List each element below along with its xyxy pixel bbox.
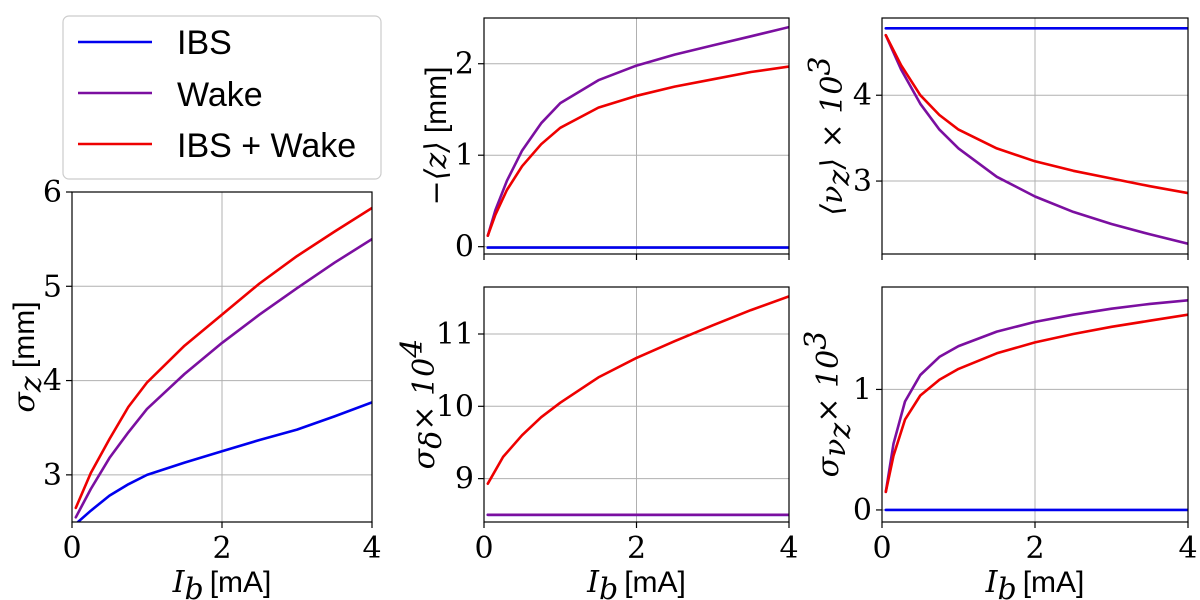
- y-tick-label: 10: [436, 389, 474, 424]
- y-tick-label: 9: [455, 462, 474, 497]
- y-tick-label: 4: [43, 364, 62, 399]
- y-tick-label: 0: [853, 493, 872, 528]
- x-tick-label: 2: [627, 531, 646, 566]
- x-tick-label: 0: [872, 531, 891, 566]
- legend-label-ibs-wake: IBS + Wake: [177, 127, 356, 165]
- panel-sigma-z: 0 2 4 3 4 5 6 Ib [mA] σz [mm]: [7, 175, 382, 600]
- x-tick-label: 4: [1178, 531, 1197, 566]
- y-tick-label: 11: [436, 317, 474, 352]
- panel-sigma-delta: 0 2 4 9 10 11 Ib [mA] σδ × 104: [395, 286, 799, 600]
- panel-sigma-nu: 0 2 4 0 1 Ib [mA] σνz × 103: [799, 286, 1198, 600]
- x-axis-label: Ib [mA]: [172, 565, 272, 600]
- series-line-ibs-wake: [884, 33, 1188, 195]
- y-tick-label: 4: [853, 78, 872, 113]
- y-axis-label: ⟨νz ⟩ × 103: [803, 56, 857, 215]
- panel-mean-nu: 3 4⟨νz ⟩ × 103: [803, 17, 1189, 260]
- y-tick-label: 6: [43, 175, 62, 210]
- y-tick-label: 3: [43, 458, 62, 493]
- y-tick-label: 1: [853, 372, 872, 407]
- x-tick-label: 0: [474, 531, 493, 566]
- y-axis-label: σδ × 104: [395, 339, 449, 470]
- legend-label-wake: Wake: [177, 76, 263, 114]
- series-line-wake: [884, 33, 1188, 245]
- y-tick-label: 0: [455, 230, 474, 265]
- series-line-wake: [74, 237, 372, 519]
- series-line-wake: [884, 299, 1188, 494]
- series-line-ibs-wake: [884, 313, 1188, 494]
- series-line-ibs-wake: [74, 206, 372, 510]
- y-tick-label: 2: [455, 47, 474, 82]
- series-line-ibs-wake: [486, 65, 789, 237]
- legend-label-ibs: IBS: [177, 24, 232, 62]
- x-tick-label: 2: [1025, 531, 1044, 566]
- legend-frame: [62, 15, 382, 180]
- series-line-wake: [486, 25, 789, 237]
- y-tick-label: 1: [455, 138, 474, 173]
- x-tick-label: 0: [62, 531, 81, 566]
- y-axis-label: −⟨z⟩[mm]: [419, 66, 454, 205]
- panel-mean-z: 0 1 2−⟨z⟩[mm]: [419, 17, 790, 265]
- y-tick-label: 5: [43, 269, 62, 304]
- x-tick-label: 4: [779, 531, 798, 566]
- y-axis-label: σνz × 103: [799, 331, 858, 478]
- legend: IBS Wake IBS + Wake: [62, 15, 382, 180]
- x-axis-label: Ib [mA]: [586, 565, 686, 600]
- series-line-ibs-wake: [486, 295, 789, 485]
- x-tick-label: 4: [362, 531, 381, 566]
- y-tick-label: 3: [853, 164, 872, 199]
- x-axis-label: Ib [mA]: [985, 565, 1085, 600]
- series-line-ibs: [75, 401, 372, 522]
- y-axis-label: σz [mm]: [7, 301, 49, 412]
- x-tick-label: 2: [212, 531, 231, 566]
